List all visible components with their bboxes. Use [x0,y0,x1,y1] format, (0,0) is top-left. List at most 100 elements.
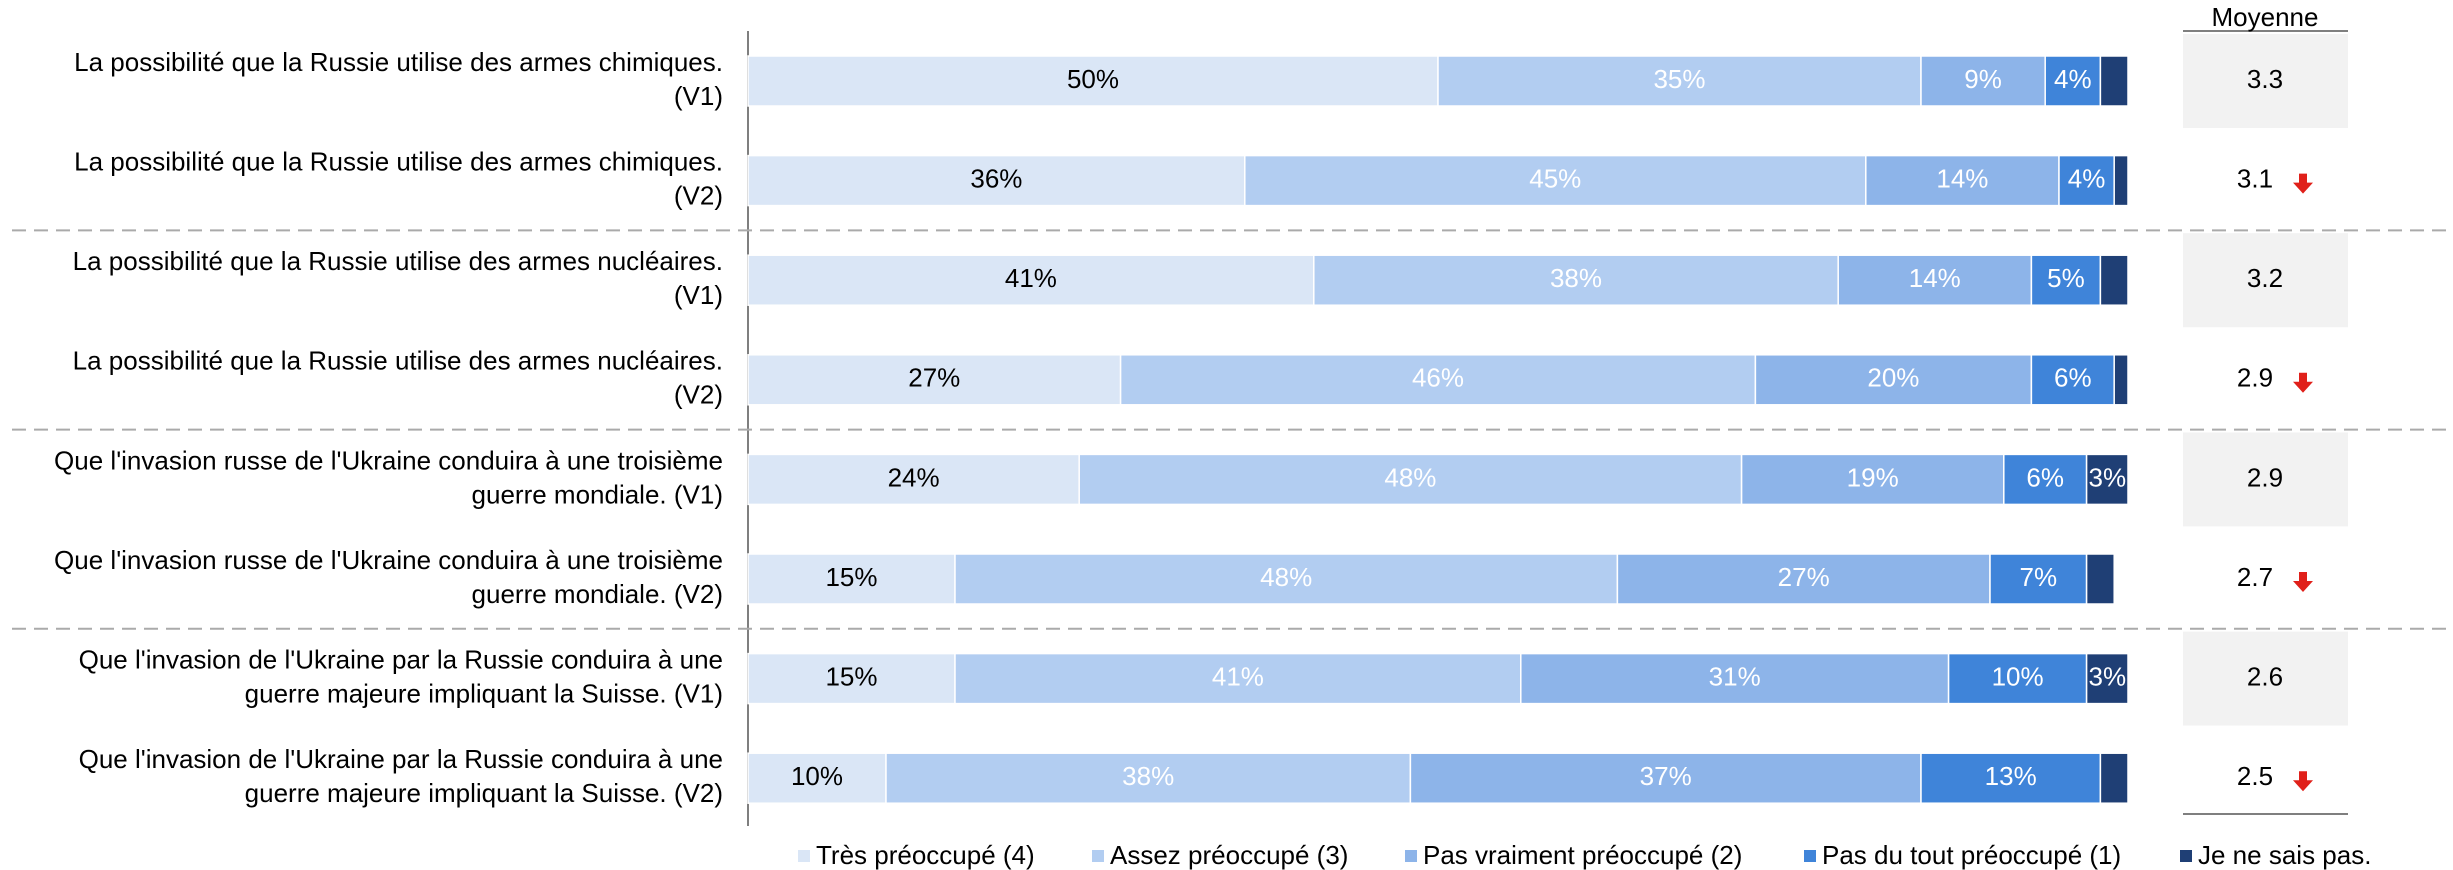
bar-segment [1837,254,2033,306]
category-label: (V2) [674,180,723,210]
bar-segment [2099,752,2129,804]
bar-segment [747,453,1080,506]
bar-segment [2113,354,2129,406]
category-label: (V1) [674,280,723,310]
data-label: 27% [1778,562,1830,592]
data-label: 38% [1122,761,1174,791]
data-label: 36% [970,163,1022,193]
mean-value: 3.3 [2247,64,2283,94]
bar-segment [1119,354,1757,406]
data-label: 3% [2089,462,2127,492]
legend-label: Je ne sais pas. [2198,840,2371,870]
category-label: guerre mondiale. (V2) [472,579,723,609]
data-label: 27% [908,363,960,393]
data-label: 10% [791,761,843,791]
data-label: 41% [1005,263,1057,293]
mean-box [2183,631,2348,726]
mean-value: 2.5 [2237,761,2273,791]
trend-arrow [2293,572,2313,592]
bar-segment [2044,55,2102,107]
bar-segment [1409,752,1922,804]
category-label: Que l'invasion russe de l'Ukraine condui… [54,545,723,575]
data-label: 50% [1067,64,1119,94]
bar-segment [1616,553,1991,605]
data-label: 10% [1992,661,2044,691]
legend-swatch [1405,850,1417,862]
mean-value: 2.9 [2237,363,2273,393]
legend-swatch [798,850,810,862]
data-label: 6% [2054,363,2092,393]
bar-segment [1313,254,1839,306]
category-label: Que l'invasion de l'Ukraine par la Russi… [79,744,723,774]
category-label: Que l'invasion de l'Ukraine par la Russi… [79,644,723,674]
mean-value: 2.6 [2247,661,2283,691]
mean-value: 3.2 [2247,263,2283,293]
data-label: 37% [1640,761,1692,791]
data-label: 6% [2026,462,2064,492]
legend-label: Pas du tout préoccupé (1) [1822,840,2121,870]
bar-segment [1865,154,2060,207]
bar-segment [954,652,1522,705]
bar-segment [954,553,1619,605]
bar-segment [2030,354,2115,406]
data-label: 41% [1212,661,1264,691]
bar-segment [885,752,1412,804]
data-label: 5% [2047,263,2085,293]
mean-title: Moyenne [2212,2,2319,32]
data-label: 4% [2068,163,2106,193]
data-label: 9% [1964,64,2002,94]
data-label: 35% [1653,64,1705,94]
category-label: guerre majeure impliquant la Suisse. (V2… [245,778,723,808]
data-label: 31% [1709,661,1761,691]
bar-segment [2113,154,2129,207]
data-label: 46% [1412,363,1464,393]
bar-segment [2099,55,2129,107]
bar-segment [1947,652,2088,705]
data-label: 15% [825,562,877,592]
category-label: Que l'invasion russe de l'Ukraine condui… [54,445,723,475]
data-label: 38% [1550,263,1602,293]
data-label: 24% [888,462,940,492]
mean-value: 2.7 [2237,562,2273,592]
data-label: 3% [2089,661,2127,691]
legend-label: Assez préoccupé (3) [1110,840,1348,870]
category-label: guerre mondiale. (V1) [472,479,723,509]
bar-segment [747,154,1246,207]
category-label: La possibilité que la Russie utilise des… [74,47,723,77]
data-label: 15% [825,661,877,691]
bar-segment [1520,652,1950,705]
data-label: 7% [2020,562,2058,592]
bar-segment [2099,254,2129,306]
bar-segment [2085,652,2129,705]
bar-segment [1244,154,1867,207]
data-label: 14% [1936,163,1988,193]
mean-box [2183,233,2348,328]
data-label: 20% [1867,363,1919,393]
legend-swatch [1804,850,1816,862]
mean-value: 3.1 [2237,163,2273,193]
category-label: La possibilité que la Russie utilise des… [73,346,723,376]
trend-arrow [2293,173,2313,194]
bar-segment [747,752,887,804]
bar-segment [2003,453,2088,506]
data-label: 48% [1384,462,1436,492]
bar-segment [747,55,1439,107]
mean-box [2183,34,2348,128]
data-label: 13% [1985,761,2037,791]
bar-segment [747,254,1315,306]
legend-label: Très préoccupé (4) [816,840,1035,870]
category-label: guerre majeure impliquant la Suisse. (V1… [245,678,723,708]
category-label: (V2) [674,380,723,410]
bar-segment [1078,453,1743,506]
data-label: 19% [1847,462,1899,492]
mean-value: 2.9 [2247,462,2283,492]
trend-arrow [2293,372,2313,393]
category-label: (V1) [674,81,723,111]
category-label: La possibilité que la Russie utilise des… [73,246,723,276]
bar-segment [2085,453,2129,506]
data-label: 48% [1260,562,1312,592]
bar-segment [2085,553,2115,605]
category-label: La possibilité que la Russie utilise des… [74,146,723,176]
legend-swatch [1092,850,1104,862]
data-label: 4% [2054,64,2092,94]
